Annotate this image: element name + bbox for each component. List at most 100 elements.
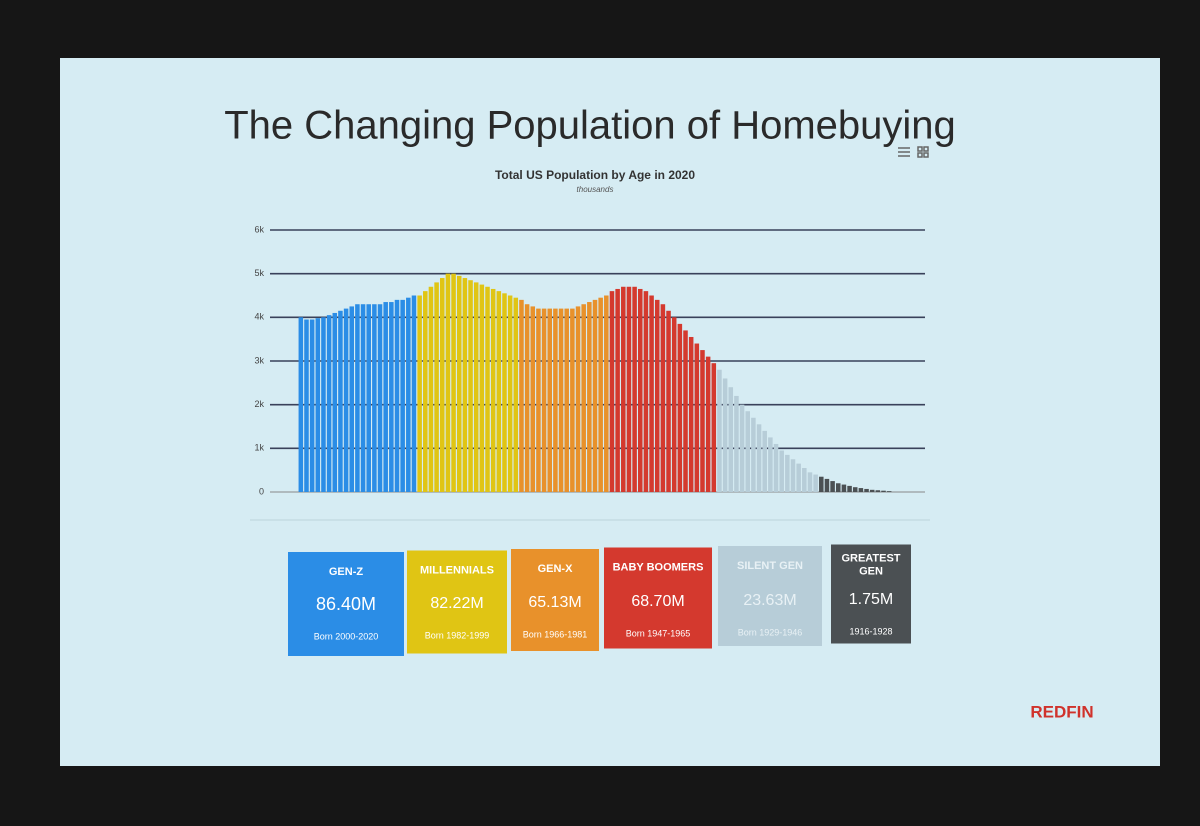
bar [881, 490, 886, 492]
legend-name: SILENT GEN [737, 560, 803, 572]
bar [338, 310, 343, 492]
bar [428, 286, 434, 492]
bar [790, 459, 796, 492]
bar [677, 323, 683, 492]
bar [621, 286, 626, 492]
chart-subtitle: thousands [577, 185, 614, 194]
bar [581, 304, 586, 492]
bar [830, 481, 835, 492]
bar [615, 288, 620, 492]
bar [705, 356, 711, 492]
bar [626, 286, 632, 492]
bar [366, 304, 371, 492]
legend-name: GEN-Z [329, 566, 364, 578]
bar [694, 343, 700, 492]
bar [700, 350, 705, 492]
bar [587, 302, 592, 492]
bar [383, 302, 388, 492]
bar [490, 288, 496, 492]
bar [841, 484, 847, 492]
bar [451, 273, 456, 492]
bar [869, 489, 875, 492]
y-tick-label: 5k [254, 268, 264, 278]
bar [886, 491, 892, 492]
bar [660, 304, 666, 492]
bar [343, 308, 349, 492]
bar [411, 295, 417, 492]
bar [671, 317, 677, 492]
legend-born: Born 1982-1999 [425, 630, 490, 640]
bar [654, 299, 660, 492]
bar [773, 443, 779, 492]
legend-card [604, 547, 712, 649]
bar [756, 424, 762, 492]
bar [321, 317, 326, 492]
bar [462, 278, 468, 492]
bar [768, 437, 773, 492]
legend-card [511, 549, 599, 651]
legend-card [407, 550, 507, 654]
bar [813, 474, 818, 492]
bar [473, 282, 479, 492]
bar [423, 291, 428, 492]
bar [536, 308, 541, 492]
y-tick-label: 6k [254, 224, 264, 234]
y-tick-label: 3k [254, 355, 264, 365]
bar [762, 430, 767, 492]
legend-name: MILLENNIALS [420, 564, 494, 576]
bar [304, 319, 309, 492]
chart-title: Total US Population by Age in 2020 [495, 168, 695, 182]
bar [479, 284, 485, 492]
legend-name: BABY BOOMERS [613, 561, 704, 573]
legend-total: 86.40M [316, 594, 376, 614]
legend-name: GEN-X [538, 563, 574, 575]
bar [406, 297, 411, 492]
bar [745, 411, 751, 492]
bar [819, 476, 824, 492]
bar [439, 278, 445, 492]
slide-title: The Changing Population of Homebuying [224, 104, 956, 148]
bar [524, 304, 530, 492]
legend-born: Born 1966-1981 [523, 629, 588, 639]
bar [728, 387, 734, 492]
bar [360, 304, 366, 492]
legend-born: Born 2000-2020 [314, 631, 379, 641]
logo: REDFIN [1030, 702, 1093, 721]
bar [711, 363, 717, 492]
bar [592, 299, 598, 492]
bar [547, 308, 553, 492]
legend-total: 23.63M [743, 592, 796, 609]
y-tick-label: 0 [259, 486, 264, 496]
bar [502, 293, 507, 492]
legend-card [831, 544, 911, 644]
menu-icon[interactable] [898, 146, 929, 158]
bar [739, 404, 745, 492]
legend-card [288, 552, 404, 656]
y-tick-label: 4k [254, 312, 264, 322]
bar [570, 308, 575, 492]
legend-born: 1916-1928 [849, 626, 892, 636]
bar [468, 280, 473, 492]
bar [875, 490, 881, 492]
bar [355, 304, 360, 492]
bar [717, 369, 722, 492]
bar [530, 306, 536, 492]
bar [507, 295, 513, 492]
y-tick-label: 1k [254, 443, 264, 453]
bar [485, 286, 490, 492]
bar [802, 467, 807, 492]
bar [643, 291, 649, 492]
bar [632, 286, 637, 492]
bar [394, 299, 400, 492]
legend-card [718, 546, 822, 646]
bar [852, 487, 858, 492]
bar [683, 330, 688, 492]
y-tick-label: 2k [254, 399, 264, 409]
legend-born: Born 1929-1946 [738, 627, 803, 637]
bar [807, 472, 813, 492]
bar [722, 378, 728, 492]
bar [541, 308, 547, 492]
bar [389, 302, 394, 492]
legend-born: Born 1947-1965 [626, 628, 691, 638]
